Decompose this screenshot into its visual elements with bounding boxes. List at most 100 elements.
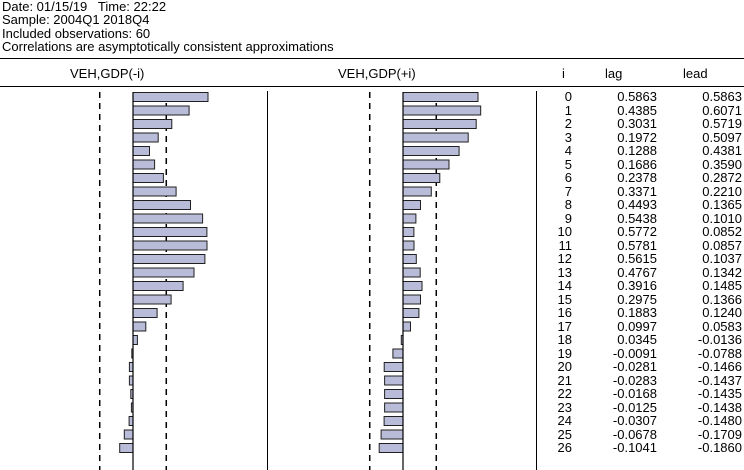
row-lead-value: 0.1485: [702, 278, 742, 293]
header-rule-bottom: [0, 86, 744, 87]
row-lag-value: 0.5863: [617, 89, 657, 104]
observations-line: Included observations: 60: [2, 26, 151, 41]
row-index: 13: [557, 264, 572, 280]
lag-bar: [132, 335, 138, 345]
row-index: 0: [564, 89, 572, 104]
row-lead-value: -0.1435: [697, 386, 742, 401]
row-index: 24: [557, 413, 572, 428]
row-lag-value: -0.0168: [612, 386, 657, 401]
row-lead-value: 0.1365: [702, 197, 742, 212]
row-index: 5: [564, 156, 572, 172]
row-lag-value: 0.0345: [617, 332, 657, 347]
row-lead-value: -0.0136: [697, 332, 742, 347]
lag-value-header: lag: [605, 66, 623, 81]
lag-bar: [132, 240, 208, 251]
lag-bar: [132, 267, 195, 278]
lead-bar: [384, 402, 404, 413]
row-index: 16: [557, 305, 572, 320]
lag-bar: [132, 321, 147, 332]
row-lead-value: 0.0852: [702, 224, 742, 239]
row-index: 19: [557, 345, 572, 361]
row-lead-value: 0.5719: [702, 116, 742, 131]
row-index: 14: [557, 278, 572, 293]
row-lead-value: 0.6071: [702, 102, 742, 118]
lead-bar: [380, 429, 404, 440]
row-index: 17: [557, 318, 572, 334]
lead-bar: [402, 267, 421, 278]
lag-bar: [132, 200, 191, 210]
row-lag-value: 0.0997: [617, 318, 657, 334]
lead-bar: [378, 443, 404, 453]
row-lead-value: 0.4381: [702, 143, 742, 158]
row-index: 9: [564, 210, 572, 226]
lead-correlogram-header: VEH,GDP(+i): [338, 66, 416, 81]
lag-correlogram-header: VEH,GDP(-i): [70, 66, 145, 81]
row-lead-value: -0.0788: [697, 345, 742, 361]
lag-bar: [132, 92, 209, 102]
row-lead-value: 0.1366: [702, 291, 742, 307]
row-lag-value: 0.2378: [617, 170, 657, 185]
row-lead-value: 0.0583: [702, 318, 742, 334]
lag-bar: [132, 119, 173, 129]
lag-bar: [132, 308, 158, 318]
lag-bar: [132, 186, 177, 197]
row-lag-value: 0.4493: [617, 197, 657, 212]
row-index: 2: [564, 116, 572, 131]
row-index: 4: [564, 143, 572, 158]
lead-bar: [402, 227, 415, 237]
lag-bar: [119, 443, 134, 453]
row-index: 18: [557, 332, 572, 347]
row-lag-value: 0.1288: [617, 143, 657, 158]
date-time-line: Date: 01/15/19 Time: 22:22: [2, 0, 167, 14]
row-index: 20: [557, 359, 572, 374]
lag-bar: [132, 254, 206, 264]
row-lag-value: 0.5438: [617, 210, 657, 226]
row-lag-value: -0.0283: [612, 372, 657, 388]
row-lead-value: -0.1860: [697, 440, 742, 455]
row-lag-value: 0.5781: [617, 237, 657, 253]
row-lag-value: 0.2975: [617, 291, 657, 307]
lag-bar: [132, 105, 190, 116]
row-lead-value: 0.0857: [702, 237, 742, 253]
lag-bar: [132, 213, 204, 224]
row-lag-value: 0.1686: [617, 156, 657, 172]
lead-bar: [402, 146, 460, 156]
row-index: 23: [557, 399, 572, 415]
lead-bar: [402, 92, 479, 102]
row-lag-value: -0.0091: [612, 345, 657, 361]
row-index: 11: [558, 237, 573, 253]
row-index: 3: [564, 129, 572, 145]
row-lag-value: -0.0307: [612, 413, 657, 428]
lead-bar: [402, 213, 417, 224]
lead-bar: [402, 105, 482, 116]
lead-bar: [402, 281, 423, 291]
lag-bar: [132, 173, 164, 183]
row-lag-value: 0.4385: [617, 102, 657, 118]
lead-bar: [383, 416, 404, 426]
row-lead-value: 0.3590: [702, 156, 742, 172]
lead-bar: [384, 375, 404, 386]
row-index: 12: [557, 251, 572, 266]
row-lag-value: 0.1972: [617, 129, 657, 145]
lag-bar: [132, 159, 156, 170]
lead-bar: [402, 159, 450, 170]
sample-line: Sample: 2004Q1 2018Q4: [2, 12, 150, 27]
row-lead-value: -0.1437: [697, 372, 742, 388]
lead-bar: [402, 119, 477, 129]
row-lead-value: -0.1709: [697, 426, 742, 442]
row-lag-value: -0.0678: [612, 426, 657, 442]
row-index: 10: [557, 224, 572, 239]
row-lead-value: -0.1466: [697, 359, 742, 374]
row-lead-value: 0.1240: [702, 305, 742, 320]
row-index: 1: [564, 102, 572, 118]
row-index: 8: [564, 197, 572, 212]
row-lag-value: 0.3916: [617, 278, 657, 293]
correlation-note-line: Correlations are asymptotically consiste…: [2, 39, 334, 54]
lead-bar: [384, 389, 404, 399]
lag-bar: [132, 281, 184, 291]
row-lag-value: 0.3031: [617, 116, 657, 131]
row-lead-value: -0.1438: [697, 399, 742, 415]
row-lead-value: 0.5863: [702, 89, 742, 104]
index-column-header: i: [562, 66, 565, 81]
row-index: 21: [557, 372, 572, 388]
